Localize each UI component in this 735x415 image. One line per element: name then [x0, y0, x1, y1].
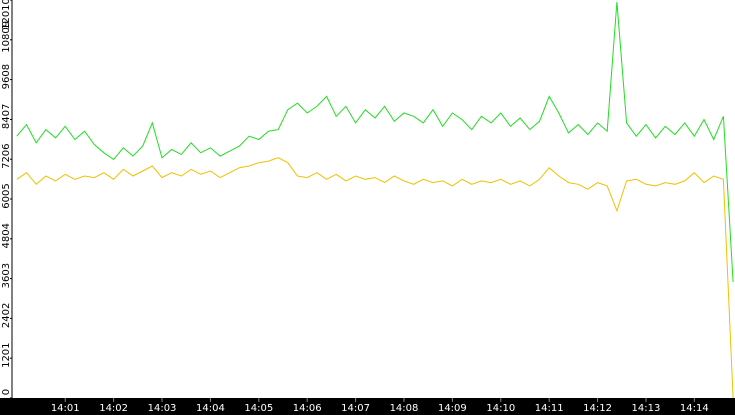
x-axis-band: [0, 398, 735, 415]
y-tick-label: 2402: [1, 303, 12, 328]
y-tick-label: 8407: [1, 104, 12, 129]
x-tick-label: 14:12: [583, 403, 612, 414]
series-line: [16, 157, 734, 399]
x-tick-label: 14:01: [51, 403, 80, 414]
x-tick-label: 14:13: [632, 403, 661, 414]
x-tick-label: 14:14: [680, 403, 709, 414]
x-tick-label: 14:08: [390, 403, 419, 414]
y-tick-label: 1201: [1, 342, 12, 367]
x-tick-label: 14:07: [341, 403, 370, 414]
y-tick-label: 12010: [1, 0, 12, 30]
x-tick-label: 14:06: [293, 403, 322, 414]
y-tick-label: 0: [1, 389, 12, 395]
y-tick-label: 4804: [1, 223, 12, 248]
x-tick-label: 14:11: [535, 403, 564, 414]
x-tick-label: 14:04: [196, 403, 225, 414]
x-tick-label: 14:09: [438, 403, 467, 414]
y-tick-label: 10809: [1, 21, 12, 53]
x-tick-label: 14:03: [148, 403, 177, 414]
series-line: [16, 1, 734, 283]
x-tick-label: 14:02: [99, 403, 128, 414]
x-tick-label: 14:05: [244, 403, 273, 414]
x-tick-label: 14:10: [486, 403, 515, 414]
y-tick-label: 3603: [1, 263, 12, 288]
y-tick-label: 6005: [1, 183, 12, 208]
y-tick-label: 9608: [1, 64, 12, 89]
y-tick-label: 7206: [1, 143, 12, 168]
